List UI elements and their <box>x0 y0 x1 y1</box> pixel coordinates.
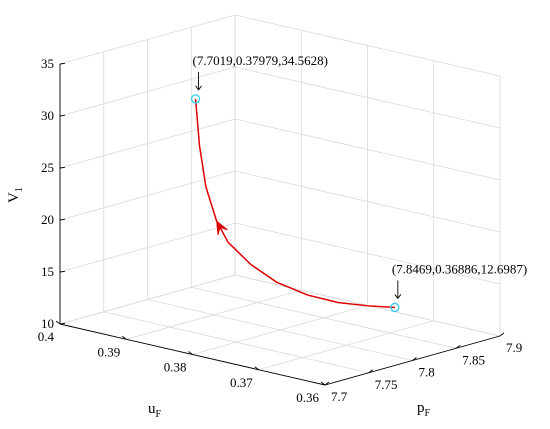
x-tick-mark <box>368 369 374 374</box>
grid-line <box>234 118 501 181</box>
z-tick-label: 15 <box>41 264 54 279</box>
z-tick-label: 20 <box>41 212 54 227</box>
y-tick-label: 0.36 <box>296 390 319 405</box>
y-tick-label: 0.38 <box>164 360 187 375</box>
x-axis-label: pF <box>417 400 431 419</box>
x-tick-mark <box>412 357 417 361</box>
x-tick-label: 7.9 <box>506 340 522 355</box>
annotation-label: (7.7019,0.37979,34.5628) <box>193 53 328 68</box>
grid-line <box>59 66 236 117</box>
y-tick-mark <box>121 335 127 340</box>
y-axis-label: uF <box>148 401 162 420</box>
z-tick-mark <box>59 114 66 117</box>
direction-arrow <box>216 220 228 236</box>
grid-line <box>192 305 368 355</box>
z-tick-mark <box>59 218 66 221</box>
x-tick-mark <box>455 344 461 349</box>
endpoint-marker <box>190 94 201 104</box>
x-tick-label: 7.75 <box>375 377 398 392</box>
grid-line <box>234 170 501 233</box>
endpoint-marker <box>390 302 400 313</box>
series-layer <box>194 98 395 309</box>
x-tick-label: 7.85 <box>462 352 485 367</box>
grid-line <box>234 14 501 77</box>
annotation-arrowhead <box>394 294 402 300</box>
x-tick-label: 7.7 <box>331 389 348 404</box>
y-tick-label: 0.4 <box>38 329 55 344</box>
grid-line <box>126 289 302 340</box>
tick-labels: 7.7 7.75 7.8 7.85 7.9 0.36 0.37 0.38 0.39 0.410 15… <box>38 56 523 405</box>
grid-line <box>59 14 236 65</box>
y-tick-label: 0.39 <box>98 344 121 359</box>
y-tick-mark <box>320 381 326 386</box>
axes <box>55 62 505 386</box>
z-tick-mark <box>59 62 66 65</box>
series-line <box>194 98 395 309</box>
y-tick-label: 0.37 <box>230 375 253 390</box>
grid-line <box>59 222 236 273</box>
marker-layer: (7.7019,0.37979,34.5628) (7.8469,0.36886,… <box>190 53 527 313</box>
annotation-arrowhead <box>195 85 202 91</box>
z-tick-mark <box>59 166 66 169</box>
z-tick-label: 25 <box>41 160 54 175</box>
y-tick-mark <box>254 366 260 371</box>
x-tick-mark <box>324 381 330 386</box>
annotation-label: (7.8469,0.36886,12.6987) <box>392 261 527 276</box>
x-tick-label: 7.8 <box>419 365 435 380</box>
grid-lines <box>59 14 501 386</box>
z-tick-label: 30 <box>41 108 54 123</box>
grid-line <box>234 222 501 285</box>
y-tick-mark <box>188 351 193 355</box>
z-tick-label: 10 <box>41 316 54 331</box>
z-tick-label: 35 <box>41 56 54 71</box>
grid-line <box>234 66 501 129</box>
grid-line <box>59 274 236 325</box>
x-tick-mark <box>499 332 505 337</box>
z-tick-mark <box>59 270 66 273</box>
y-tick-mark <box>55 320 61 325</box>
grid-line <box>258 320 434 371</box>
z-tick-mark <box>59 322 66 325</box>
grid-line <box>59 118 236 169</box>
grid-line <box>59 170 236 221</box>
z-axis-label: V1 <box>6 187 25 203</box>
